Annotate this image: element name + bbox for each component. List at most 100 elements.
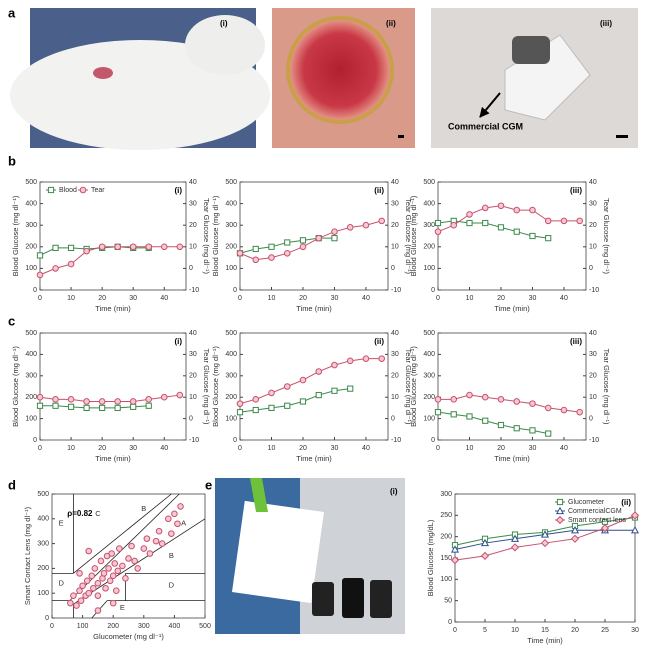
marker [570,534,580,543]
marker [529,206,536,214]
marker [140,545,148,552]
marker [497,202,505,210]
x-tick-label: 30 [129,445,137,452]
y-tick-label: 500 [25,179,37,186]
x-tick-label: 5 [483,627,487,634]
y2-tick-label: 30 [189,200,197,207]
y-axis-label: Blood Glucose (mg dl⁻¹) [11,346,20,427]
y-tick-label: 400 [25,200,37,207]
y2-tick-label: 40 [189,330,197,337]
marker [576,217,584,225]
panel-label: a [8,5,16,20]
marker [480,538,490,547]
marker [378,355,386,362]
legend-label: CommercialCGM [568,508,622,515]
y-tick-label: 0 [448,619,452,626]
marker [497,224,505,231]
marker [145,396,153,403]
photo-eye: (ii) [272,8,415,148]
x-axis-label: Glucometer (mg dl⁻¹) [93,632,164,641]
zone-label: E [120,603,125,612]
marker [466,219,473,227]
y-axis-label: Blood Glucose (mg dl⁻¹) [409,346,418,427]
y-tick-label: 100 [423,265,435,272]
x-tick-label: 30 [331,445,339,452]
photo-label: (iii) [600,19,612,28]
y-tick-label: 400 [37,516,49,523]
marker [102,584,109,592]
marker [177,503,184,510]
y-tick-label: 400 [225,351,237,358]
y-tick-label: 400 [423,351,435,358]
marker [73,602,80,609]
marker [114,398,121,405]
y2-tick-label: 30 [391,351,399,358]
marker [540,538,550,548]
marker [284,239,291,246]
marker [67,403,75,410]
marker [109,572,117,580]
marker [128,542,135,550]
x-tick-label: 30 [529,295,537,302]
zone-label: D [169,581,175,590]
x-tick-label: 0 [436,295,440,302]
y-axis-label: Blood Glucose (mg dl⁻¹) [211,346,220,427]
marker [450,396,458,403]
y2-tick-label: 40 [391,330,399,337]
y-axis-label: Blood Glucose (mg/dL) [426,519,435,596]
y-tick-label: 200 [225,394,237,401]
chart-label: (ii) [374,337,384,346]
marker [122,575,129,582]
marker [331,361,338,369]
y2-tick-label: 30 [589,200,597,207]
marker [168,530,175,537]
x-axis-label: Time (min) [527,636,563,645]
marker [315,391,322,399]
marker [513,398,521,405]
x-tick-label: 25 [601,627,609,634]
x-tick-label: 20 [571,627,579,634]
y2-tick-label: 40 [189,179,197,186]
marker [283,383,291,390]
marker [268,254,275,261]
x-tick-label: 30 [129,295,137,302]
y-tick-label: 400 [423,200,435,207]
marker [252,245,259,253]
y2-tick-label: -10 [589,287,599,294]
y-tick-label: 500 [225,179,237,186]
marker [146,550,154,557]
x-tick-label: 0 [50,623,54,630]
x-axis-label: Time (min) [494,454,530,463]
marker [545,430,552,437]
marker [529,400,536,407]
marker [83,577,91,585]
legend-label: Blood [59,187,77,194]
y2-tick-label: 10 [189,244,197,251]
marker [83,404,90,411]
marker [176,391,184,399]
marker [85,589,93,597]
marker [513,206,521,214]
marker [315,234,323,242]
marker [434,409,442,416]
marker [315,368,323,375]
marker [466,211,473,218]
marker [100,570,108,577]
y-tick-label: 200 [423,394,435,401]
zone-label: B [169,551,174,560]
arrow [479,92,501,118]
series-line [39,246,180,276]
series-line [39,394,180,402]
x-tick-label: 400 [169,623,181,630]
marker [52,396,59,403]
plot-frame [39,181,187,291]
marker [556,498,564,506]
marker [450,545,460,553]
y2-axis-label: Tear Glucose (mg dl⁻¹) [202,198,211,275]
panel-label: c [8,313,15,328]
marker [236,400,244,407]
y2-tick-label: -10 [589,437,599,444]
x-tick-label: 300 [138,623,150,630]
y2-tick-label: 40 [391,179,399,186]
panel-label: b [8,153,16,168]
